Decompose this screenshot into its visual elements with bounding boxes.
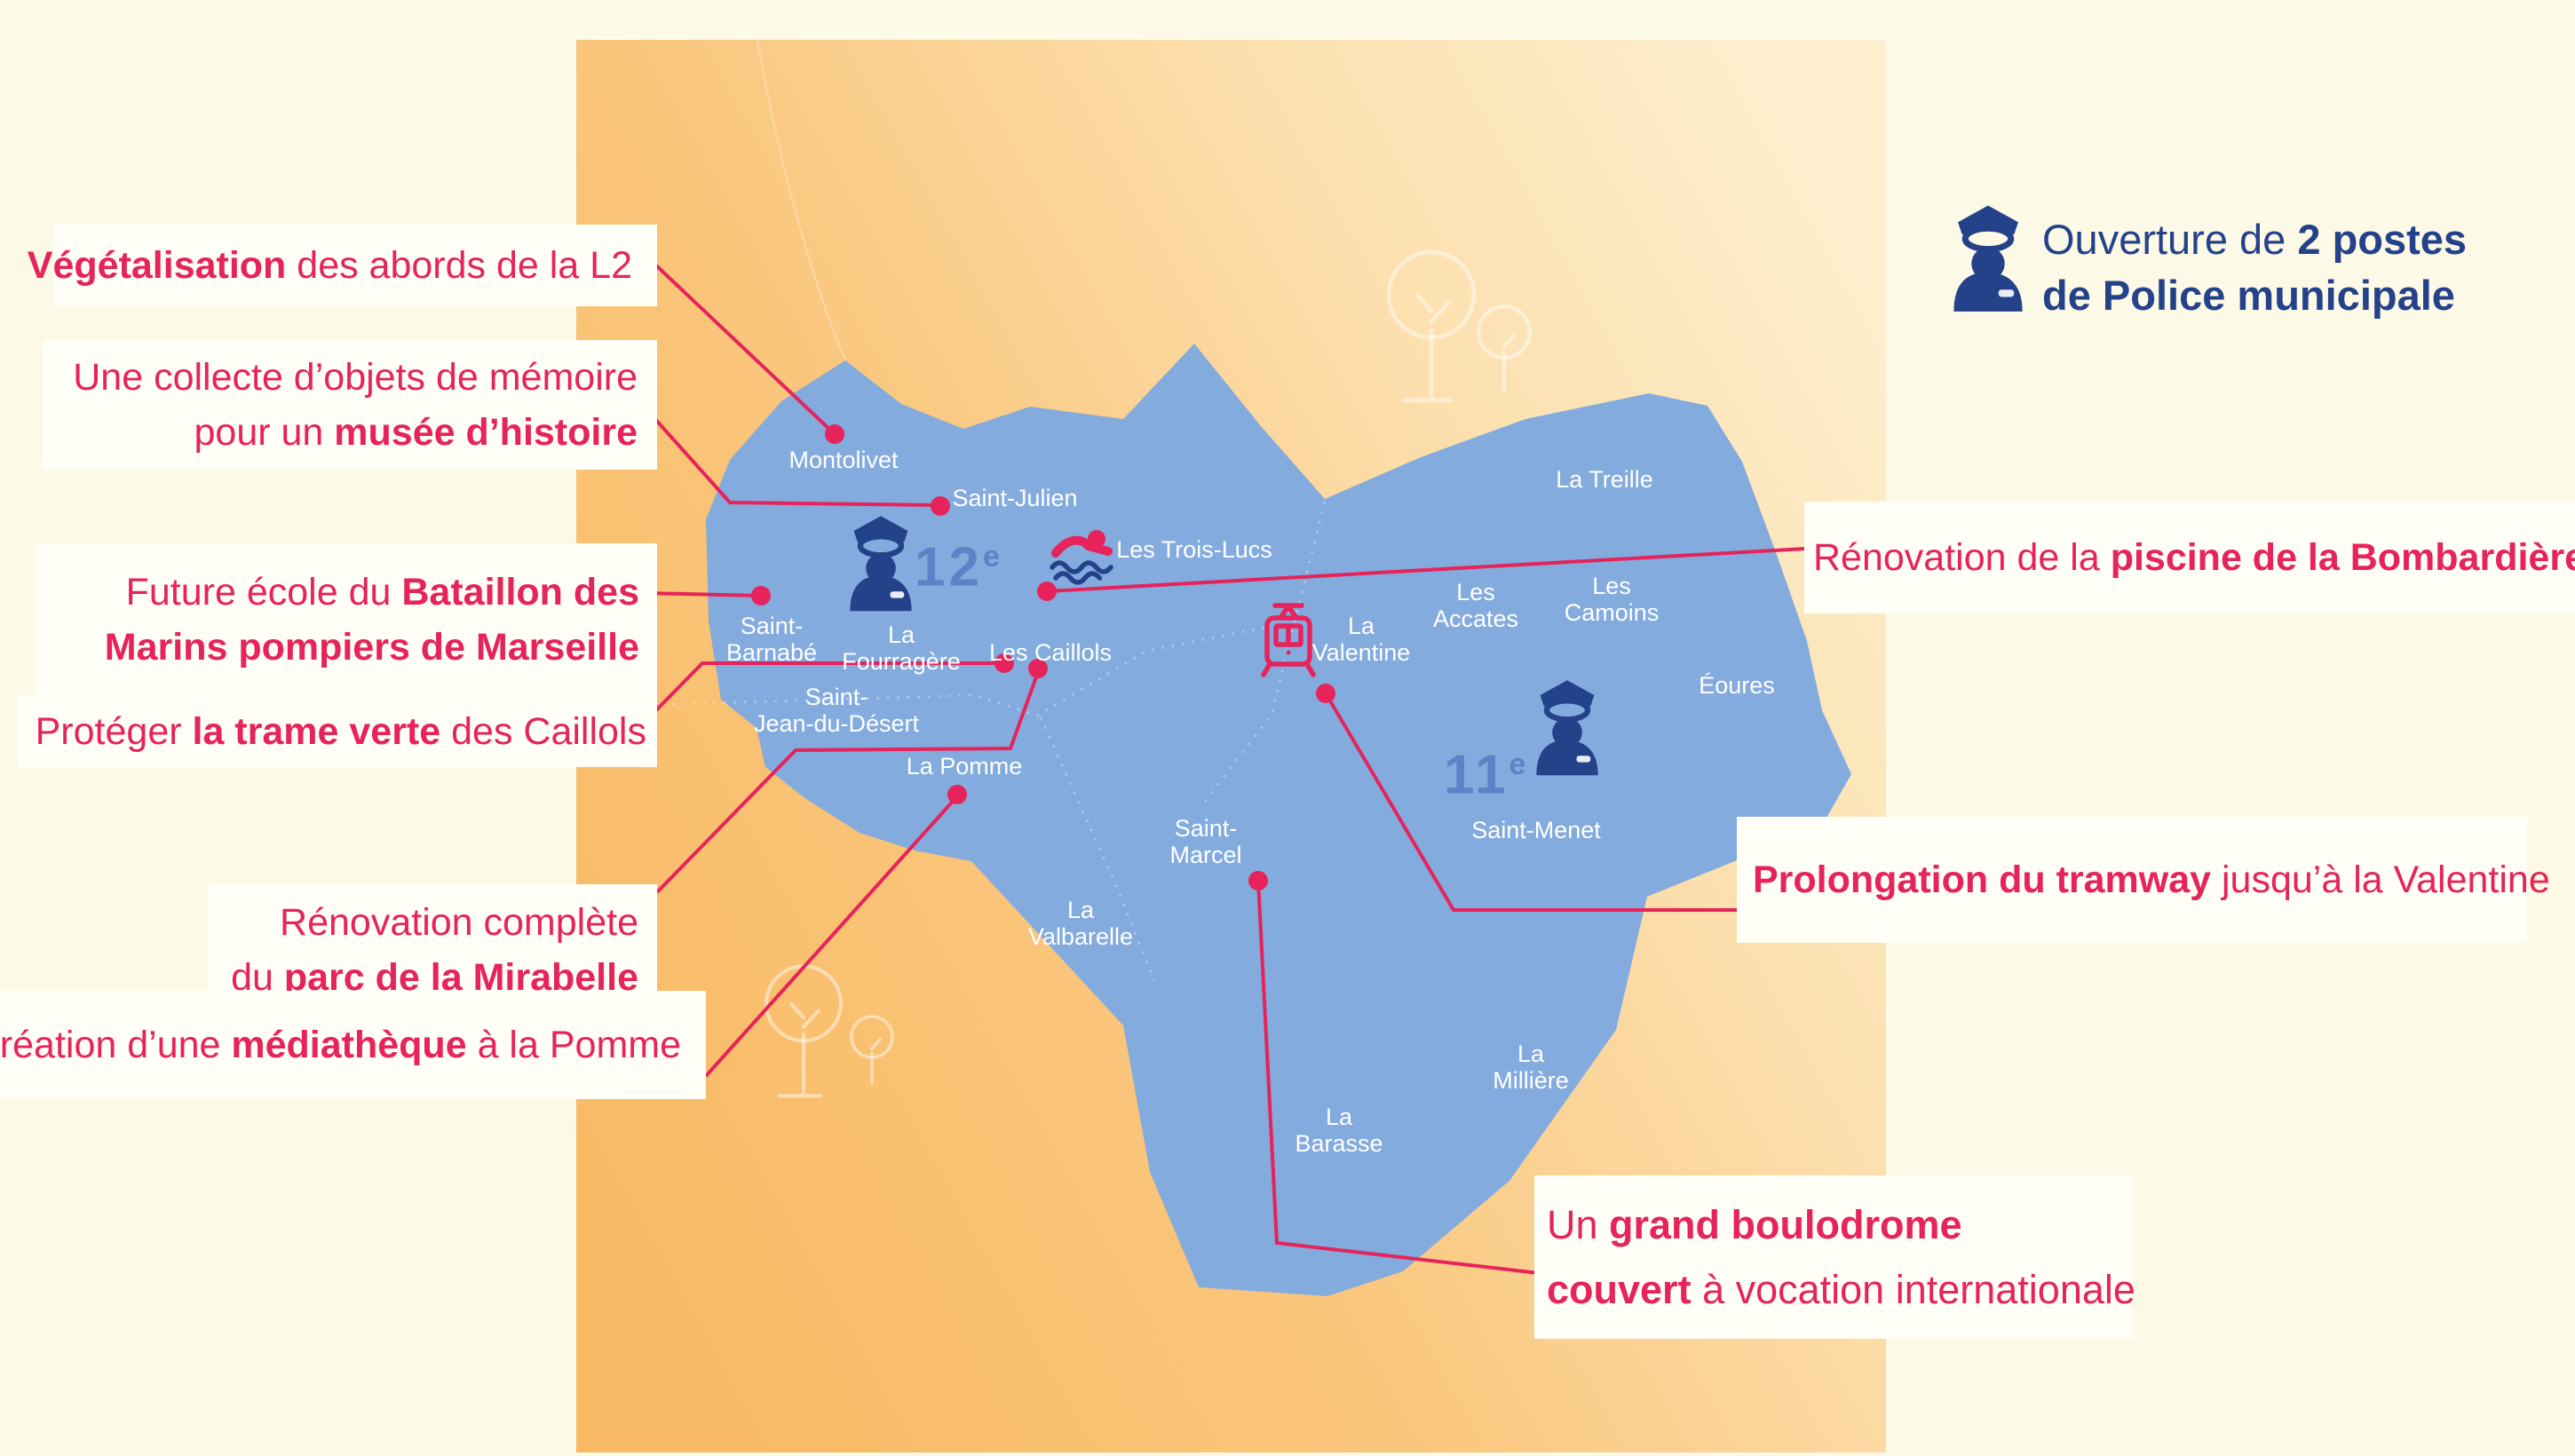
annotation-bombardiere: Rénovation de la piscine de la Bombardiè… <box>1804 502 2575 613</box>
annotation-trame-verte: Protéger la trame verte des Caillols <box>18 696 657 767</box>
connector-boulodrome <box>1256 880 1540 1275</box>
connector-mediatheque <box>704 795 959 1078</box>
map-label-montolivet: Montolivet <box>788 447 899 473</box>
connector-musee <box>645 408 941 507</box>
connector-trame-verte <box>654 661 1004 713</box>
annotation-musee: Une collecte d’objets de mémoire pour un… <box>43 340 657 470</box>
connector-mirabelle <box>655 671 1040 894</box>
map-label-saint-barnabé: Saint- Barnabé <box>725 613 818 666</box>
district-map-shape <box>706 344 1851 1296</box>
district-boundary-lines <box>621 501 1327 982</box>
map-label-saint-julien: Saint-Julien <box>952 485 1078 511</box>
map-label-les-trois-lucs: Les Trois-Lucs <box>1116 536 1272 563</box>
map-label-la-valentine: La Valentine <box>1311 613 1411 666</box>
police-officer-icon <box>1953 205 2022 311</box>
faint-road-line <box>756 39 847 361</box>
police-header-line2: de Police municipale <box>2042 272 2455 319</box>
map-label-la-barasse: La Barasse <box>1295 1104 1383 1157</box>
annotation-tramway: Prolongation du tramway jusqu’à la Valen… <box>1737 817 2550 943</box>
location-dots <box>751 424 1335 890</box>
map-label-saint-menet: Saint-Menet <box>1471 817 1601 843</box>
annotation-vegetalisation: Végétalisation des abords de la L2 <box>28 225 657 306</box>
district-12-number: 12e <box>915 536 1000 598</box>
police-header-line1: Ouverture de 2 postes <box>2042 216 2468 263</box>
map-label-la-pomme: La Pomme <box>906 753 1023 779</box>
annotation-boulodrome: Un grand boulodrome couvert à vocation i… <box>1534 1175 2135 1339</box>
map-label-les-caillols: Les Caillols <box>988 639 1113 666</box>
map-label-les-accates: Les Accates <box>1432 579 1519 632</box>
map-label-les-camoins: Les Camoins <box>1564 573 1660 626</box>
map-label-la-valbarelle: La Valbarelle <box>1027 897 1134 950</box>
map-label-la-millière: La Millière <box>1493 1041 1569 1094</box>
map-label-éoures: Éoures <box>1699 672 1775 699</box>
connector-bataillon <box>645 591 762 597</box>
police-header: Ouverture de 2 postes de Police municipa… <box>2042 211 2467 323</box>
connector-lines <box>608 265 1806 1275</box>
map-label-saint-marcel: Saint- Marcel <box>1169 815 1242 868</box>
connector-bombardiere <box>1047 547 1806 593</box>
district-11-number: 11e <box>1444 744 1526 806</box>
annotation-bataillon: Future école du Bataillon des Marins pom… <box>36 543 657 696</box>
connector-tramway <box>1324 692 1739 912</box>
map-label-saint-jean-du-désert: Saint- Jean-du-Désert <box>753 684 920 737</box>
map-label-la-treille: La Treille <box>1556 466 1653 493</box>
map-label-la-fourragère: La Fourragère <box>842 621 961 675</box>
annotation-mediatheque: Création d’une médiathèque à la Pomme <box>0 991 706 1099</box>
